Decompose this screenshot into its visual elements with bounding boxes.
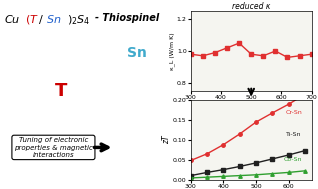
- Ti-Sn: [303, 149, 307, 152]
- Text: Tuning of electronic
properties & magnetic
interactions: Tuning of electronic properties & magnet…: [14, 137, 93, 158]
- Line: Cr-Sn: Cr-Sn: [189, 92, 307, 162]
- Co-Sn: [287, 171, 291, 174]
- Cr-Sn: [271, 112, 274, 114]
- Ti-Sn: [287, 154, 291, 156]
- Co-Sn: [271, 172, 274, 175]
- Cr-Sn: [254, 121, 258, 123]
- Ti-Sn: [271, 158, 274, 160]
- Text: $)_2S_4$: $)_2S_4$: [67, 13, 90, 27]
- Ti-Sn: [238, 165, 242, 168]
- Text: $(\mathbf{\mathit{T}}$: $(\mathbf{\mathit{T}}$: [25, 13, 39, 26]
- Title: reduced κ: reduced κ: [232, 2, 270, 11]
- Cr-Sn: [222, 143, 225, 146]
- Co-Sn: [303, 170, 307, 172]
- Co-Sn: [205, 176, 209, 178]
- Ti-Sn: [205, 171, 209, 174]
- Cr-Sn: [205, 153, 209, 155]
- Text: Co-Sn: Co-Sn: [283, 157, 302, 162]
- Co-Sn: [222, 175, 225, 177]
- Text: $Cu$: $Cu$: [4, 13, 20, 25]
- Text: $\mathit{Sn}$: $\mathit{Sn}$: [46, 13, 61, 25]
- Ti-Sn: [222, 169, 225, 171]
- Cr-Sn: [238, 133, 242, 135]
- Text: $/$: $/$: [38, 13, 44, 26]
- Text: - Thiospinel: - Thiospinel: [95, 13, 160, 23]
- Cr-Sn: [287, 103, 291, 105]
- Y-axis label: zT: zT: [162, 136, 171, 144]
- Text: Sn: Sn: [128, 46, 147, 60]
- Co-Sn: [238, 174, 242, 177]
- Text: Ti-Sn: Ti-Sn: [287, 132, 302, 137]
- Co-Sn: [189, 177, 193, 179]
- X-axis label: T (K): T (K): [243, 101, 259, 108]
- Text: T: T: [55, 82, 67, 100]
- Ti-Sn: [189, 174, 193, 177]
- Ti-Sn: [254, 162, 258, 164]
- Text: Cr-Sn: Cr-Sn: [285, 110, 302, 115]
- Line: Ti-Sn: Ti-Sn: [189, 149, 307, 177]
- Cr-Sn: [303, 93, 307, 95]
- Co-Sn: [254, 174, 258, 176]
- Line: Co-Sn: Co-Sn: [189, 169, 307, 180]
- Y-axis label: κ_L (W/m K): κ_L (W/m K): [170, 32, 175, 70]
- Cr-Sn: [189, 159, 193, 162]
